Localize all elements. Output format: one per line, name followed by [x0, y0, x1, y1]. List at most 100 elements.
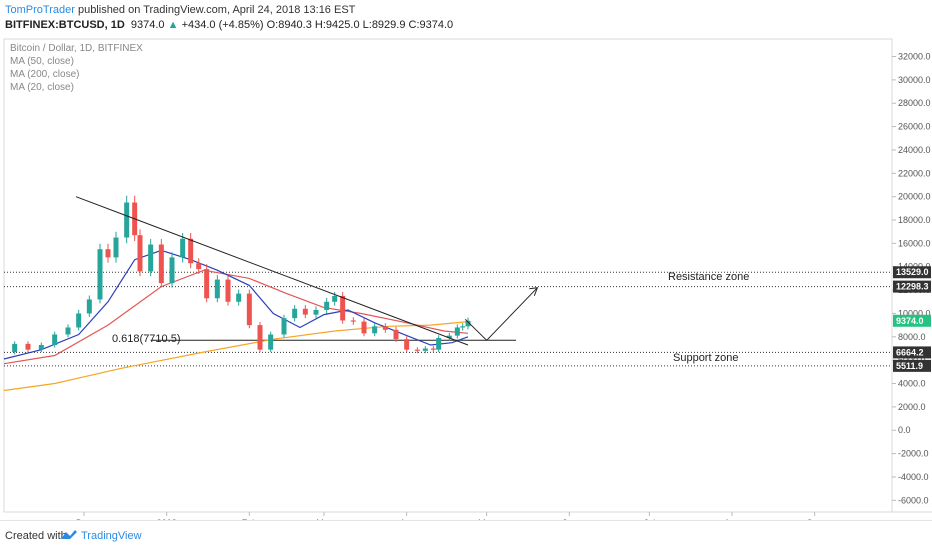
- author-link[interactable]: TomProTrader: [5, 4, 75, 16]
- x-tick-label: Jul: [644, 518, 656, 520]
- candle-body: [65, 327, 71, 335]
- y-axis[interactable]: -6000.0-4000.0-2000.00.02000.04000.06000…: [892, 52, 931, 506]
- candle-body: [169, 257, 175, 284]
- footer: Created with TradingView: [0, 520, 932, 551]
- candle-body: [214, 279, 220, 299]
- projection-arrowhead: [529, 287, 539, 296]
- candle-body: [382, 326, 388, 330]
- price-label-bg: [893, 346, 931, 359]
- y-tick-label: -6000.0: [898, 495, 929, 505]
- x-tick-label: Jun: [562, 518, 577, 520]
- candle-body: [404, 339, 410, 350]
- x-axis[interactable]: Dec 2018 Feb Mar Apr May Jun Jul Aug Sep: [76, 512, 823, 520]
- price-labels: 13529.0 12298.3 9374.0 6664.2 5511.9: [893, 266, 931, 372]
- price-label-text: 5511.9: [896, 361, 923, 371]
- price-chart[interactable]: -6000.0-4000.0-2000.00.02000.04000.06000…: [0, 36, 932, 520]
- candle-body: [414, 349, 420, 351]
- price-label-text: 9374.0: [896, 316, 924, 326]
- legend: Bitcoin / Dollar, 1D, BITFINEX MA (50, c…: [10, 43, 143, 93]
- y-tick-label: 32000.0: [898, 52, 931, 62]
- candle-body: [204, 269, 210, 299]
- price-label-text: 12298.3: [896, 282, 929, 292]
- candle-body: [257, 325, 263, 350]
- candle-body: [460, 326, 466, 328]
- candle-body: [350, 320, 356, 322]
- candle-body: [393, 329, 399, 340]
- publish-line: TomProTrader published on TradingView.co…: [5, 4, 355, 16]
- candle-body: [25, 343, 31, 350]
- candle-body: [422, 348, 428, 351]
- candle-body: [430, 348, 436, 350]
- candle-body: [105, 249, 111, 258]
- candle-body: [97, 249, 103, 300]
- y-tick-label: 26000.0: [898, 122, 931, 132]
- tradingview-logo-icon: [61, 530, 77, 539]
- y-tick-label: 20000.0: [898, 192, 931, 202]
- candle-body: [236, 293, 242, 302]
- candle-body: [454, 327, 460, 336]
- candle-body: [313, 309, 319, 315]
- candles: [12, 195, 471, 355]
- price-label-bg: [893, 280, 931, 293]
- candle-body: [148, 244, 154, 272]
- y-tick-label: 24000.0: [898, 145, 931, 155]
- y-tick-label: 22000.0: [898, 168, 931, 178]
- x-tick-label: Dec: [76, 518, 93, 520]
- zone-lines: [4, 271, 892, 367]
- candle-body: [113, 237, 119, 258]
- candle-body: [52, 334, 58, 345]
- symbol-line: BITFINEX:BTCUSD, 1D 9374.0 ▲ +434.0 (+4.…: [5, 19, 453, 31]
- x-tick-label: Sep: [807, 518, 823, 520]
- y-tick-label: 10000.0: [898, 308, 931, 318]
- legend-ma50: MA (50, close): [10, 56, 74, 67]
- candle-body: [124, 202, 130, 238]
- up-arrow-icon: ▲: [167, 19, 179, 31]
- price-label-bg: [893, 359, 931, 372]
- candle-body: [446, 335, 452, 338]
- projection-path: [464, 287, 538, 342]
- candle-body: [225, 279, 231, 302]
- legend-ma200: MA (200, close): [10, 69, 79, 80]
- candle-body: [324, 301, 330, 310]
- candle-body: [137, 235, 143, 272]
- x-tick-label: Aug: [724, 518, 740, 520]
- candle-body: [372, 326, 378, 334]
- price-label-bg: [893, 266, 931, 279]
- legend-ma20: MA (20, close): [10, 82, 74, 93]
- fib-label: 0.618(7710.5): [112, 333, 181, 345]
- y-tick-label: 16000.0: [898, 238, 931, 248]
- y-tick-label: 0.0: [898, 425, 911, 435]
- x-tick-label: Mar: [316, 518, 332, 520]
- resistance-zone-label: Resistance zone: [668, 271, 749, 283]
- candle-body: [86, 299, 92, 314]
- x-tick-label: May: [478, 518, 496, 520]
- candle-body: [196, 263, 202, 270]
- trendline: [75, 196, 469, 346]
- x-tick-label: Apr: [400, 518, 414, 520]
- moving-averages: [3, 249, 469, 392]
- chart-header: TomProTrader published on TradingView.co…: [0, 0, 932, 36]
- y-tick-label: 30000.0: [898, 75, 931, 85]
- y-tick-label: 8000.0: [898, 332, 926, 342]
- price-label-bg: [893, 314, 931, 327]
- published-text: published on TradingView.com, April 24, …: [77, 4, 356, 16]
- symbol-label: BITFINEX:BTCUSD, 1D: [5, 19, 125, 31]
- candle-body: [188, 238, 194, 264]
- candle-body: [268, 334, 274, 350]
- price-change: +434.0 (+4.85%): [181, 19, 264, 31]
- y-tick-label: 4000.0: [898, 379, 926, 389]
- y-tick-label: 28000.0: [898, 98, 931, 108]
- tradingview-link[interactable]: TradingView: [81, 530, 142, 542]
- x-tick-label: 2018: [157, 518, 177, 520]
- candle-body: [180, 238, 186, 258]
- drawings: [75, 196, 539, 346]
- candle-body: [246, 293, 252, 326]
- price-label-text: 13529.0: [896, 267, 929, 277]
- high-value: H:9425.0: [314, 19, 360, 31]
- x-tick-label: Feb: [242, 518, 258, 520]
- candle-body: [281, 318, 287, 335]
- candle-body: [292, 308, 298, 319]
- candle-body: [436, 337, 442, 350]
- chart-border: [3, 38, 893, 513]
- close-value: C:9374.0: [408, 19, 454, 31]
